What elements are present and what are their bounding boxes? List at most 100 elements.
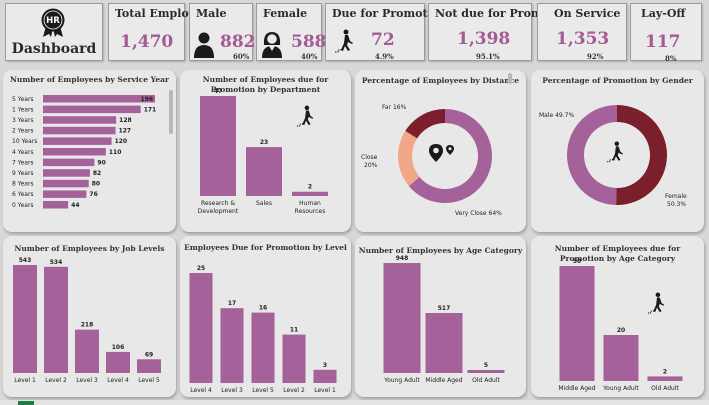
kpi-female-pct: 40%: [301, 52, 318, 61]
kpi-due-title: Due for Promotion: [332, 7, 448, 20]
job-levels-bar: [75, 329, 99, 373]
job-levels-tick-label: Level 2: [45, 377, 67, 384]
service-year-bar: [43, 179, 89, 188]
promotion-age-value-label: 50: [573, 258, 581, 265]
service-year-value-label: 80: [92, 181, 100, 188]
promotion-level-value-label: 16: [259, 305, 267, 312]
job-levels-bar: [44, 266, 68, 373]
service-year-tick-label: 7 Years: [12, 159, 34, 166]
service-year-value-label: 127: [119, 128, 132, 135]
age-category-value-label: 948: [396, 255, 409, 262]
kpi-on-service-pct: 92%: [587, 52, 604, 61]
kpi-layoff-value: 117: [645, 32, 681, 52]
job-levels-bar: [106, 351, 130, 373]
job-levels-title: Number of Employees by Job Levels: [14, 244, 165, 253]
promotion-level-chart: 25 Level 4 17 Level 3 16 Level 5 11 Level 2 3 Lev…: [189, 265, 337, 394]
job-levels-tick-label: Level 3: [76, 377, 98, 384]
service-year-tick-label: 4 Years: [12, 149, 34, 156]
gender-promotion-card: Percentage of Promotion by Gender Male 4…: [531, 70, 704, 232]
service-year-value-label: 196: [140, 96, 153, 103]
service-year-tick-label: 3 Years: [12, 117, 34, 124]
excel-taskbar-icon[interactable]: [18, 401, 34, 405]
kpi-due-value: 72: [371, 30, 395, 50]
job-levels-tick-label: Level 4: [107, 377, 129, 384]
gender-label-male: Male 49.7%: [539, 112, 574, 119]
promotion-age-card: Number of Employees due for Promotion by…: [531, 236, 704, 397]
service-year-value-label: 128: [119, 117, 132, 124]
service-year-bar: [43, 116, 117, 124]
age-category-tick-label: Old Adult: [472, 377, 500, 384]
promotion-level-value-label: 3: [323, 362, 327, 369]
promotion-dept-value-label: 23: [260, 139, 268, 146]
promotion-dept-value-label: 2: [308, 184, 312, 191]
promotion-level-tick-label: Level 1: [314, 387, 336, 394]
hr-badge-text: HR: [46, 16, 60, 26]
distance-scrollbar[interactable]: [508, 73, 512, 84]
promotion-level-value-label: 11: [290, 327, 298, 334]
promotion-dept-chart: 47 Research &Development 23 Sales 2 HumanReso…: [198, 88, 328, 215]
service-year-tick-label: 9 Years: [12, 170, 34, 177]
job-levels-tick-label: Level 1: [14, 377, 36, 384]
job-levels-value-label: 106: [112, 344, 125, 351]
kpi-male-value: 882: [220, 32, 256, 52]
service-year-value-label: 82: [93, 170, 101, 177]
promotion-level-tick-label: Level 4: [190, 387, 212, 394]
page-title: Dashboard: [11, 41, 97, 57]
kpi-total-value: 1,470: [120, 32, 174, 52]
promotion-level-tick-label: Level 3: [221, 387, 243, 394]
service-year-scrollbar[interactable]: [169, 90, 173, 134]
promotion-age-tick-label: Young Adult: [602, 385, 639, 392]
kpi-female-title: Female: [263, 7, 308, 20]
promotion-stairs-icon: [334, 29, 356, 53]
kpi-total-title: Total Employee: [115, 7, 210, 20]
distance-slice: [405, 109, 445, 139]
distance-label-far: Far 16%: [382, 104, 407, 111]
gender-slice: [566, 105, 617, 205]
distance-donut-chart: Very Close 64% Close 20% Far 16%: [361, 104, 502, 217]
gender-promotion-title: Percentage of Promotion by Gender: [542, 76, 693, 85]
service-year-bar: [43, 190, 87, 198]
kpi-layoff-pct: 8%: [665, 54, 677, 63]
service-year-tick-label: 10 Years: [12, 138, 37, 145]
gender-label-female: Female 50.3%: [665, 193, 687, 208]
service-year-tick-label: 5 Years: [12, 96, 34, 103]
promotion-age-bar: [647, 376, 683, 381]
promotion-dept-bar: [292, 191, 328, 196]
promotion-level-bar: [251, 312, 275, 383]
promotion-age-tick-label: Middle Aged: [558, 385, 595, 392]
gender-donut-chart: Male 49.7% Female 50.3%: [539, 105, 687, 208]
kpi-due-pct: 4.9%: [375, 52, 394, 61]
promotion-dept-tick-label: Development: [198, 208, 239, 215]
promotion-dept-title: Number of Employees due for Promotion by…: [202, 75, 329, 94]
kpi-not-due-promotion: Not due for Promotion 1,398 95.1%: [428, 3, 575, 61]
service-year-value-label: 171: [144, 106, 157, 113]
promotion-age-value-label: 20: [617, 327, 625, 334]
kpi-total-employee: Total Employee 1,470: [108, 3, 209, 61]
age-category-bar: [425, 313, 463, 373]
promotion-level-value-label: 25: [197, 265, 205, 272]
age-category-card: Number of Employees by Age Category 948 Y…: [355, 236, 526, 397]
distance-slice: [408, 109, 492, 203]
distance-slice: [398, 130, 420, 186]
distance-label-very-close: Very Close 64%: [455, 210, 502, 217]
taskbar: [0, 400, 709, 405]
service-year-bar: [43, 201, 69, 209]
kpi-layoff-title: Lay-Off: [641, 7, 686, 20]
promotion-age-bar: [603, 335, 639, 381]
age-category-tick-label: Young Adult: [383, 377, 420, 384]
promotion-level-bar: [189, 273, 213, 383]
service-year-bar: [43, 158, 95, 167]
promotion-level-bar: [282, 334, 306, 383]
kpi-layoff: Lay-Off 117 8%: [630, 3, 702, 63]
kpi-on-service-title: On Service: [554, 7, 621, 20]
age-category-value-label: 517: [438, 305, 451, 312]
job-levels-value-label: 543: [19, 257, 32, 264]
service-year-value-label: 90: [97, 159, 105, 166]
service-year-bar: [43, 137, 112, 145]
kpi-male: Male 882 60%: [189, 3, 256, 61]
service-year-tick-label: 2 Years: [12, 128, 34, 135]
promotion-level-tick-label: Level 5: [252, 387, 274, 394]
job-levels-bar: [137, 359, 161, 373]
kpi-not-due-pct: 95.1%: [476, 52, 500, 61]
male-person-icon: [193, 32, 215, 58]
